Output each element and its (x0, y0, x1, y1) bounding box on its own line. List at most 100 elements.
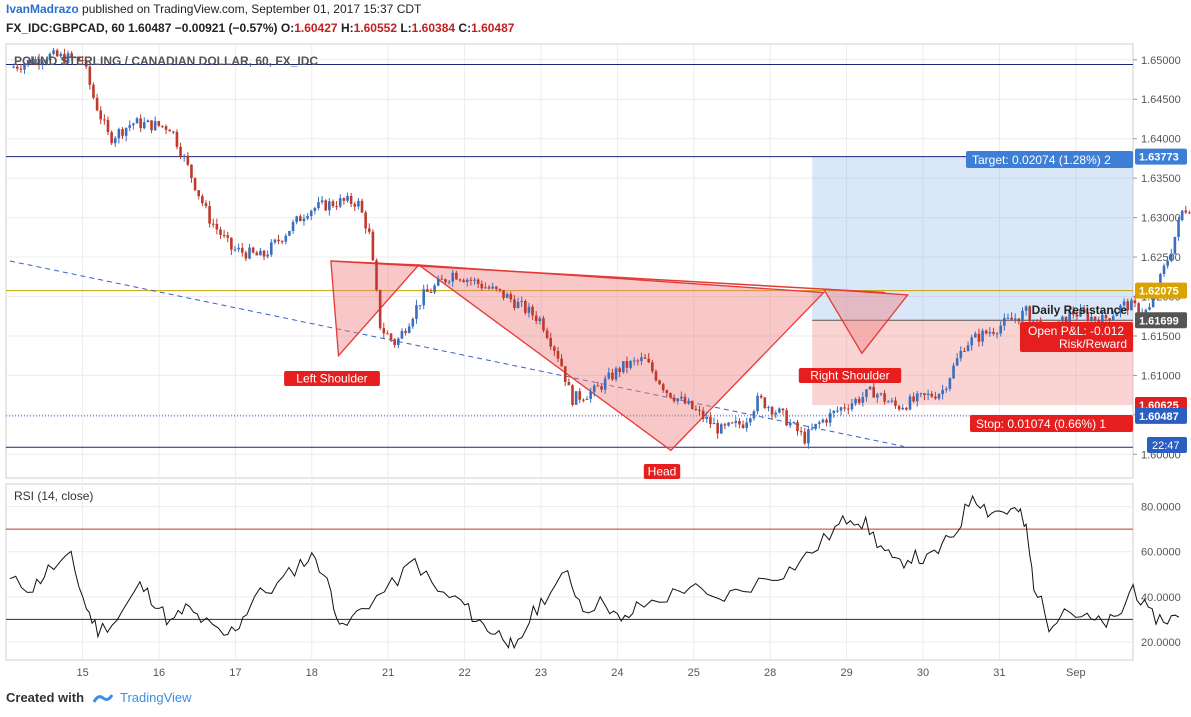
candle-body (730, 422, 734, 424)
candle-body (393, 339, 396, 346)
candle-body (197, 190, 201, 197)
candle-body (484, 287, 487, 289)
candle-body (106, 119, 110, 133)
candle-body (531, 306, 534, 316)
candle-body (1075, 314, 1079, 317)
price-badge: 1.61699 (1139, 315, 1179, 327)
author-name[interactable]: IvanMadrazo (6, 2, 79, 16)
candle-body (897, 405, 901, 410)
rsi-tick-label: 40.0000 (1141, 592, 1181, 604)
candle-body (240, 247, 244, 253)
candle-body (259, 250, 262, 256)
candle-body (317, 202, 320, 209)
candle-body (313, 208, 317, 211)
candle-body (563, 366, 567, 383)
price-tick-label: 1.64500 (1141, 94, 1181, 106)
candle-body (944, 388, 948, 390)
candle-body (389, 333, 393, 340)
candle-body (462, 280, 465, 283)
rsi-tick-label: 60.0000 (1141, 547, 1181, 559)
candle-body (520, 301, 523, 303)
candle-body (625, 361, 629, 368)
candle-body (734, 421, 738, 423)
candle-body (607, 372, 611, 379)
candle-body (948, 378, 952, 389)
candle-body (255, 252, 259, 256)
candle-body (222, 234, 226, 236)
candle-body (375, 260, 378, 291)
candle-body (1079, 309, 1082, 317)
candle-body (132, 123, 135, 126)
daily-resistance-label: Daily Resistance (1032, 303, 1128, 317)
candle-body (309, 210, 313, 217)
low-value: 1.60384 (411, 21, 456, 35)
price-tick-label: 1.61000 (1141, 370, 1181, 382)
candle-body (505, 294, 509, 298)
candle-body (74, 57, 77, 59)
candle-body (534, 315, 538, 322)
head-shape (416, 264, 826, 452)
last-price: 1.60487 (128, 21, 172, 35)
candle-body (1151, 295, 1155, 308)
candle-body (934, 396, 937, 399)
time-tick-label: 25 (688, 667, 700, 679)
candle-body (1035, 319, 1039, 322)
candle-body (451, 272, 455, 282)
candle-body (26, 60, 30, 65)
candle-body (190, 164, 193, 178)
candle-body (767, 407, 770, 409)
candle-body (611, 372, 614, 380)
left-shoulder-shape (330, 260, 421, 358)
candle-body (95, 97, 99, 111)
candle-body (988, 331, 992, 334)
price-tick-label: 1.63500 (1141, 173, 1181, 185)
candle-body (516, 301, 520, 309)
pnl-label-bg (1020, 322, 1133, 352)
candle-body (774, 412, 778, 415)
candle-body (248, 247, 251, 259)
candle-body (331, 201, 335, 207)
tradingview-brand[interactable]: TradingView (92, 690, 192, 705)
candle-body (592, 385, 596, 392)
candle-body (1104, 315, 1108, 319)
candle-body (1184, 210, 1188, 213)
candle-body (164, 126, 168, 130)
publish-info: IvanMadrazo published on TradingView.com… (6, 2, 421, 16)
candle-body (872, 386, 876, 398)
candle-body (88, 66, 92, 85)
candle-body (825, 419, 828, 423)
candle-body (110, 132, 113, 144)
candle-body (418, 305, 422, 307)
candle-body (186, 155, 190, 165)
candle-body (937, 394, 941, 399)
right-shoulder-label-bg (798, 368, 902, 383)
candle-body (436, 278, 440, 286)
price-badge-bg (1135, 312, 1187, 329)
left-shoulder-label: Left Shoulder (296, 372, 367, 386)
time-tick-label: 18 (306, 667, 318, 679)
time-tick-label: 24 (611, 667, 623, 679)
candle-body (397, 338, 400, 346)
candle-body (600, 386, 603, 390)
candle-body (404, 331, 407, 333)
candle-body (658, 380, 661, 385)
symbol-text: FX_IDC:GBPCAD, 60 (6, 21, 125, 35)
candle-body (799, 431, 803, 433)
candle-body (426, 289, 429, 292)
candle-body (643, 357, 647, 359)
candle-body (832, 410, 836, 414)
candle-body (1111, 316, 1115, 321)
candle-body (273, 239, 277, 243)
candle-body (291, 222, 295, 231)
candle-body (817, 422, 821, 424)
candle-body (509, 294, 513, 300)
candle-body (527, 306, 531, 313)
candle-body (52, 50, 55, 54)
candle-body (1090, 316, 1093, 321)
candle-body (839, 407, 843, 411)
candle-body (135, 118, 139, 124)
price-badge: 1.63773 (1139, 152, 1179, 164)
candle-body (556, 350, 560, 359)
candle-body (360, 200, 364, 213)
